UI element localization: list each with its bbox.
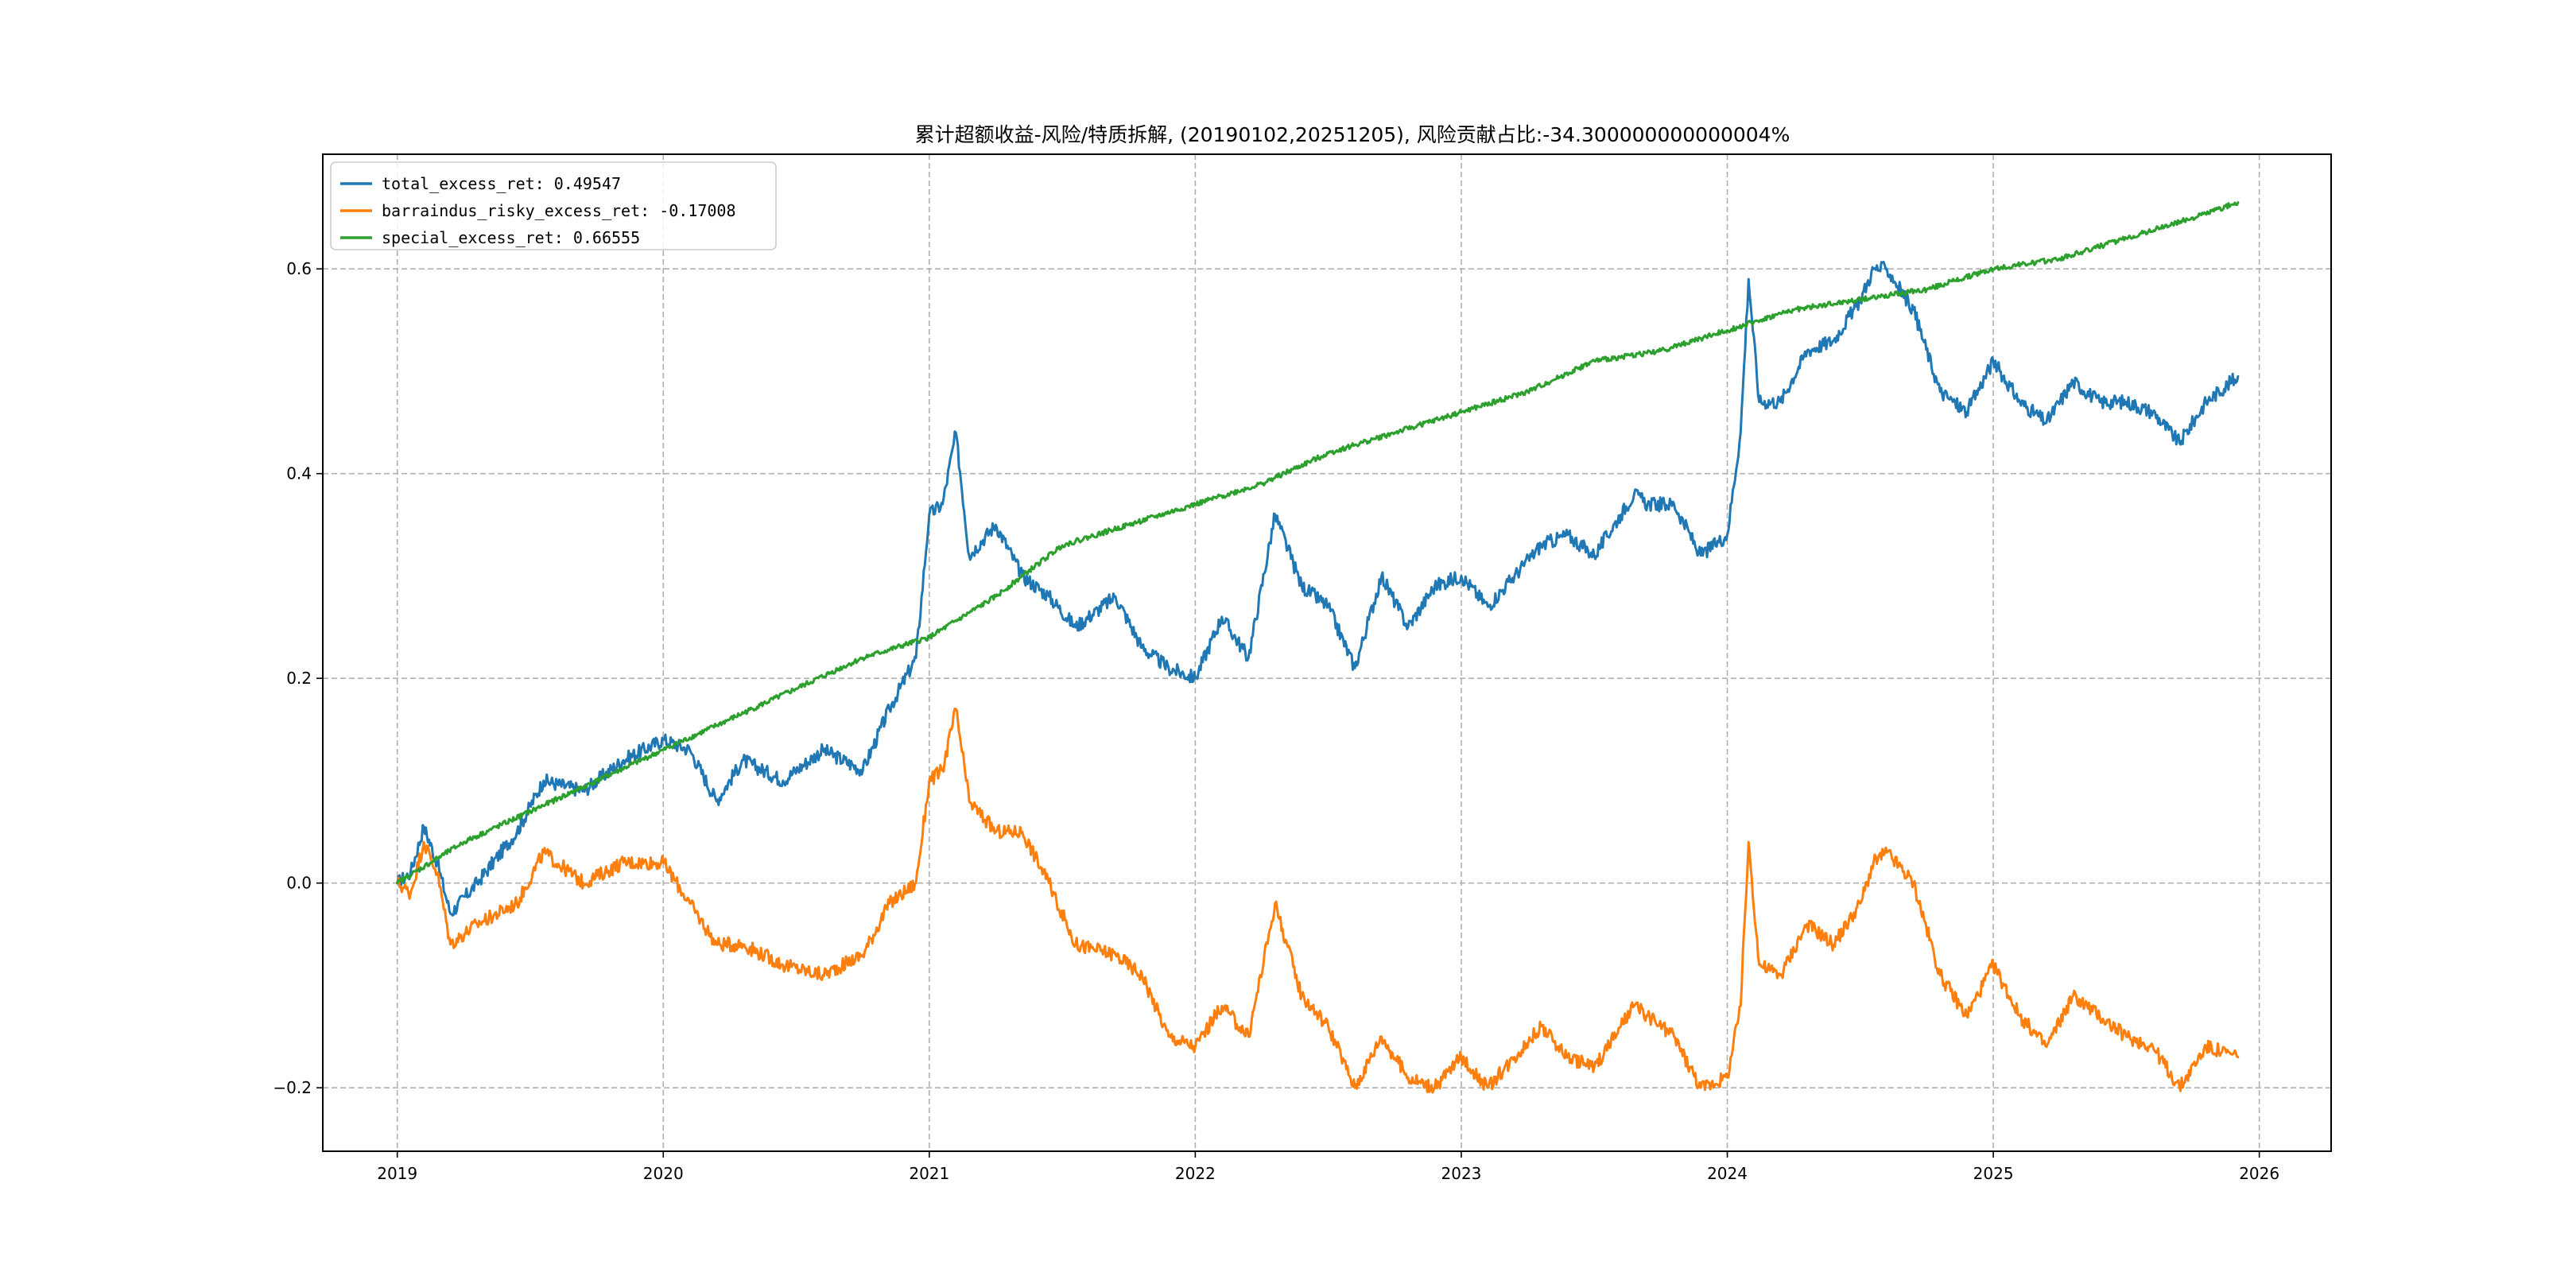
x-tick-label: 2022 — [1175, 1164, 1216, 1183]
x-tick-label: 2021 — [909, 1164, 949, 1183]
series-line-total_excess_ret — [396, 261, 2240, 917]
x-tick-label: 2026 — [2239, 1164, 2279, 1183]
x-tick-label: 2023 — [1441, 1164, 1482, 1183]
y-tick-label: −0.2 — [273, 1078, 312, 1097]
x-tick-label: 2024 — [1707, 1164, 1748, 1183]
x-tick-label: 2025 — [1973, 1164, 2014, 1183]
grid — [323, 154, 2331, 1151]
series-line-barraindus_risky_excess_ret — [396, 707, 2240, 1094]
plot-area-frame — [322, 153, 2332, 1152]
legend: total_excess_ret: 0.49547 barraindus_risk… — [330, 161, 777, 250]
legend-entry-total_excess_ret: total_excess_ret: 0.49547 — [382, 174, 621, 193]
axis-ticks: 2019 2020 2021 2022 2023 2024 2025 2026 −0.2 0.0 0… — [273, 259, 2279, 1183]
legend-entry-barraindus_risky_excess_ret: barraindus_risky_excess_ret: -0.17008 — [382, 201, 736, 220]
chart-title: 累计超额收益-风险/特质拆解, (20190102,20251205), 风险贡… — [915, 123, 1790, 146]
x-tick-label: 2019 — [377, 1164, 417, 1183]
y-tick-label: 0.2 — [286, 669, 312, 688]
series-lines — [396, 201, 2240, 1094]
y-tick-label: 0.0 — [286, 874, 312, 893]
y-tick-label: 0.6 — [286, 259, 312, 278]
legend-box — [330, 161, 777, 250]
legend-entry-special_excess_ret: special_excess_ret: 0.66555 — [382, 228, 640, 247]
x-tick-label: 2020 — [643, 1164, 684, 1183]
y-tick-label: 0.4 — [286, 464, 312, 483]
series-line-special_excess_ret — [396, 201, 2240, 885]
